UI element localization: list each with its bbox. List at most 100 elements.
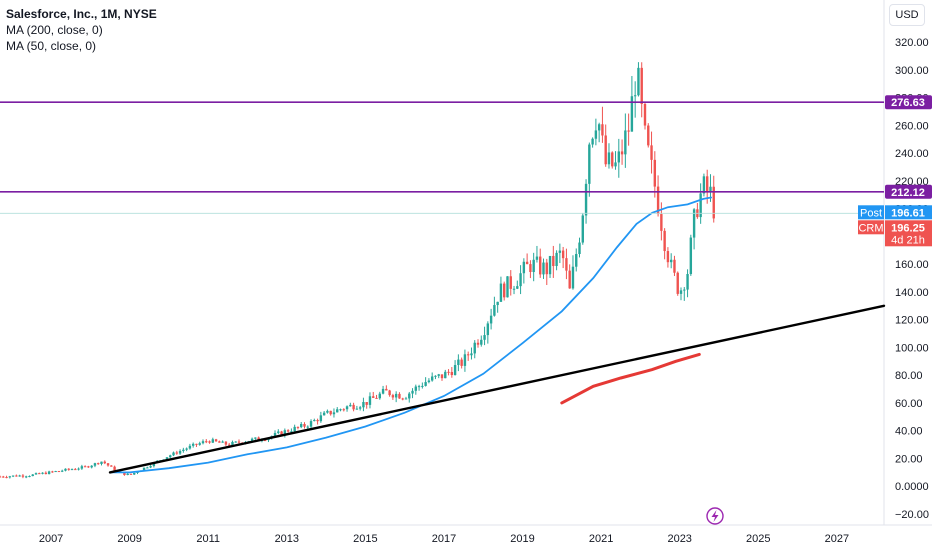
candle-body [188,445,192,449]
candle-body [77,468,80,470]
candle-body [381,388,385,394]
candle-body [578,242,581,255]
candle-body [516,286,519,289]
candle-body [18,475,21,477]
y-tick-label: −20.00 [895,509,929,521]
candle-body [51,471,54,473]
candle-body [24,476,28,478]
candle-body [647,125,650,146]
candle-body [463,354,467,366]
candle-body [552,255,555,267]
candle-body [624,130,627,155]
crm-value: 196.25 [891,222,925,234]
trendline [108,304,886,474]
crm-label: CRM [858,222,883,234]
candle-body [34,473,38,475]
candle-body [169,455,172,458]
candle-body [539,256,542,275]
candle-body [676,272,679,294]
candle-body [113,466,116,471]
candle-body [486,323,490,336]
candle-body [277,431,280,433]
candle-body [401,398,404,400]
candle-body [650,145,653,160]
candle-body [191,443,195,446]
candle-body [640,67,643,104]
candle-body [548,255,552,275]
candle-body [702,176,706,194]
y-tick-label: 140.00 [895,287,929,299]
candle-body [165,457,169,460]
x-tick-label: 2017 [432,533,456,545]
candle-body [103,461,106,464]
candle-body [54,471,57,473]
candle-body [273,432,277,437]
candle-body [525,261,529,265]
x-tick-label: 2019 [510,533,534,545]
y-tick-label: 100.00 [895,342,929,354]
candle-body [372,396,375,398]
candle-body [398,393,401,399]
x-tick-label: 2021 [589,533,613,545]
candle-body [565,258,568,271]
candle-body [637,67,640,96]
post-value: 196.61 [891,207,925,219]
candle-body [47,471,51,475]
post-value-bg [885,205,932,220]
x-tick-label: 2025 [746,533,770,545]
candle-body [358,407,362,409]
crm-countdown: 4d 21h [891,234,925,246]
candle-body [493,305,496,316]
candle-body [2,476,5,478]
legend-title: Salesforce, Inc., 1M, NYSE [6,7,157,21]
candle-body [70,469,74,471]
candle-body [214,439,218,442]
candle-body [97,463,100,465]
crm-value-bg [885,220,932,247]
currency-button[interactable]: USD [889,4,925,26]
candle-body [689,237,693,275]
chart-legend: Salesforce, Inc., 1M, NYSE MA (200, clos… [6,6,157,54]
candle-body [529,264,532,273]
x-tick-label: 2009 [117,533,141,545]
candle-body [480,339,483,345]
candle-body [434,375,437,377]
candle-body [499,283,503,302]
candle-body [90,465,93,468]
candle-body [313,420,316,422]
candle-body [110,465,113,467]
candle-body [683,289,686,291]
candle-body [44,472,48,475]
candle-body [604,135,607,165]
level-low-tag-text: 212.12 [891,187,925,199]
x-tick-label: 2023 [667,533,691,545]
candle-body [41,472,44,474]
candle-body [175,452,178,454]
candle-body [316,420,319,422]
candle-body [391,395,395,398]
candle-body [11,475,15,477]
candle-body [519,273,522,287]
candles-group [0,62,715,479]
candle-body [211,439,215,443]
candle-body [0,476,2,478]
candle-body [656,186,660,215]
candle-body [568,270,571,289]
candle-body [581,215,584,243]
candle-body [460,359,463,366]
post-label: Post [860,207,882,219]
candle-body [496,301,499,306]
candle-body [329,410,332,415]
y-tick-label: 240.00 [895,148,929,160]
candle-body [254,437,257,439]
candle-body [385,388,388,391]
candle-body [571,266,575,289]
candle-body [545,262,548,275]
candle-body [444,371,447,379]
candle-body [611,152,614,167]
candle-body [437,374,440,376]
legend-ma200: MA (200, close, 0) [6,23,103,37]
candle-body [319,415,323,422]
